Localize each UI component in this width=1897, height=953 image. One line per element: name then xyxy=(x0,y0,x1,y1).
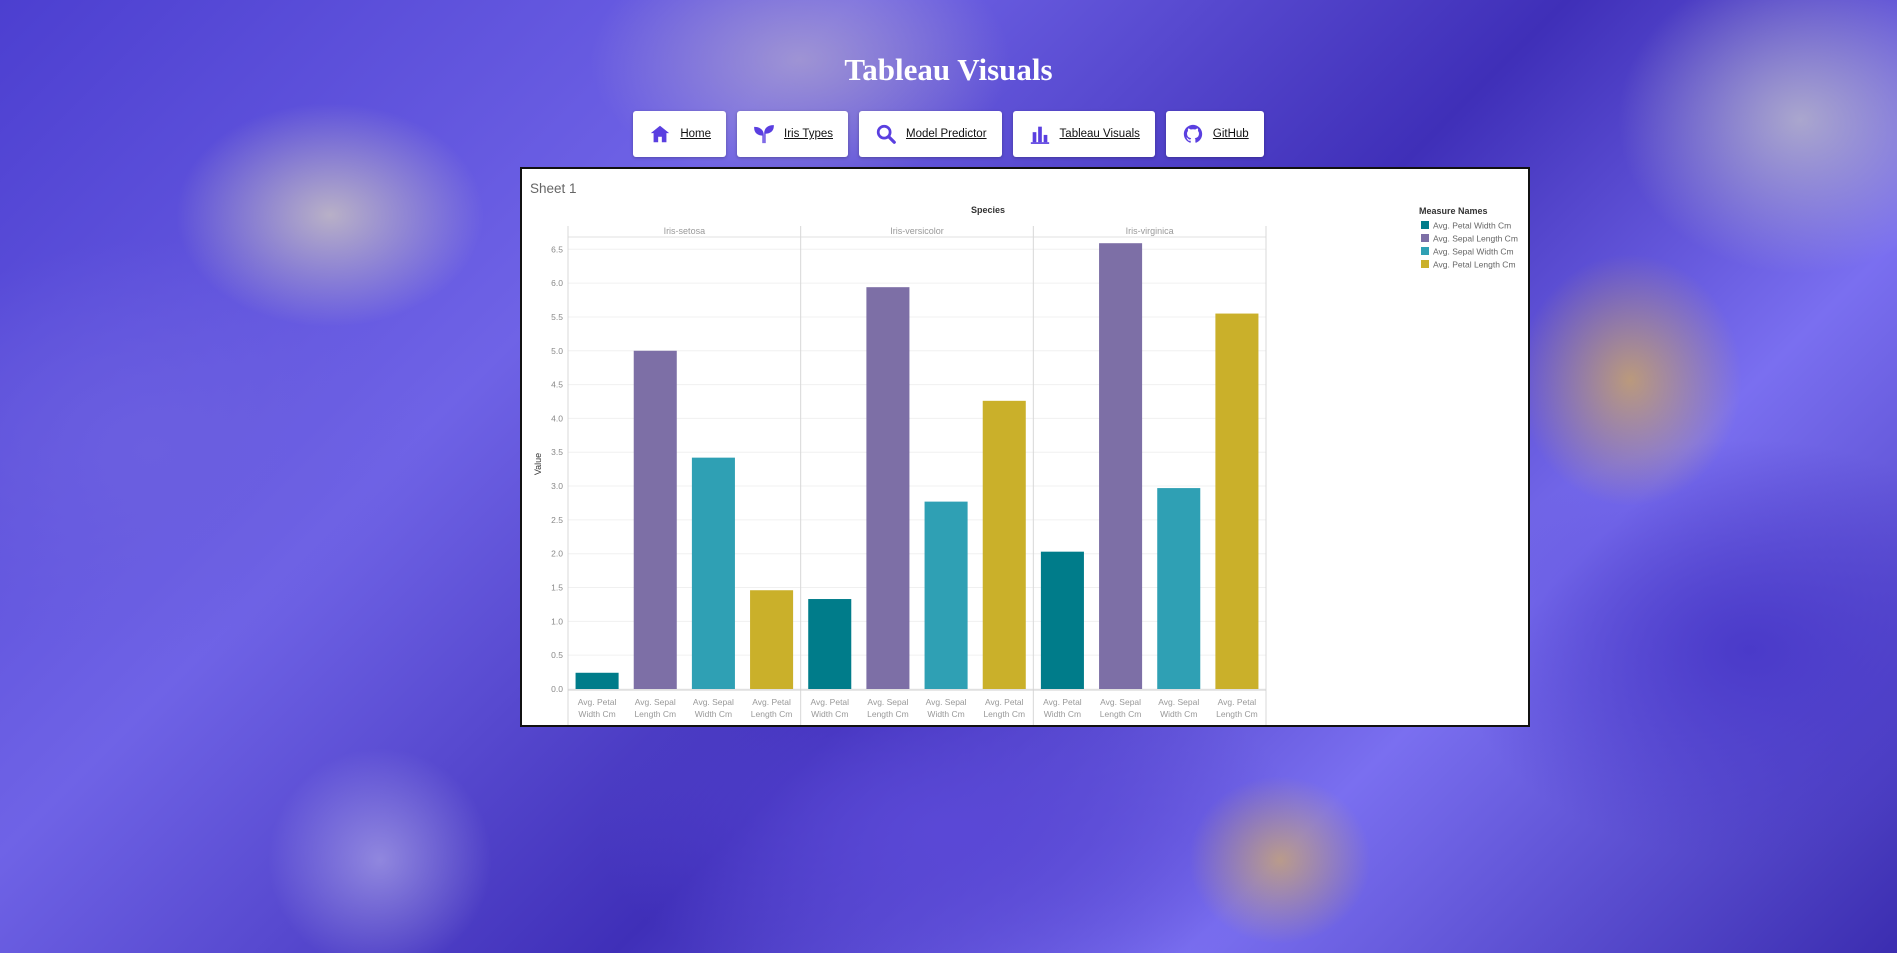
nav-tableau-visuals-label: Tableau Visuals xyxy=(1060,128,1140,140)
search-icon xyxy=(875,123,897,145)
y-tick-label: 2.5 xyxy=(551,515,563,525)
x-tick-label-line2: Width Cm xyxy=(1160,709,1197,719)
legend-swatch xyxy=(1421,234,1429,242)
legend-title: Measure Names xyxy=(1419,206,1488,216)
nav-bar: Home Iris Types Model Predictor Tableau … xyxy=(0,111,1897,157)
legend-entry[interactable]: Avg. Petal Length Cm xyxy=(1433,260,1516,270)
x-tick-label-line2: Length Cm xyxy=(867,709,909,719)
bar-iris-versicolor-sw[interactable] xyxy=(925,502,968,689)
x-tick-label-line1: Avg. Petal xyxy=(1043,697,1082,707)
bar-iris-versicolor-pw[interactable] xyxy=(808,599,851,689)
bar-iris-setosa-pl[interactable] xyxy=(750,590,793,689)
nav-tableau-visuals-button[interactable]: Tableau Visuals xyxy=(1013,111,1155,157)
legend-swatch xyxy=(1421,247,1429,255)
bar-chart[interactable]: Sheet 1 Species Value Measure Names Avg.… xyxy=(522,169,1528,725)
nav-home-label: Home xyxy=(680,128,711,140)
y-tick-label: 4.0 xyxy=(551,413,563,423)
x-tick-label-line2: Length Cm xyxy=(1100,709,1142,719)
x-tick-label-line2: Length Cm xyxy=(634,709,676,719)
x-tick-label-line2: Width Cm xyxy=(1044,709,1081,719)
y-tick-label: 5.5 xyxy=(551,312,563,322)
nav-model-predictor-button[interactable]: Model Predictor xyxy=(859,111,1002,157)
x-tick-label-line1: Avg. Sepal xyxy=(1158,697,1199,707)
x-tick-label-line2: Width Cm xyxy=(578,709,615,719)
y-tick-label: 0.5 xyxy=(551,650,563,660)
x-tick-label-line2: Length Cm xyxy=(751,709,793,719)
nav-iris-types-button[interactable]: Iris Types xyxy=(737,111,848,157)
x-tick-label-line1: Avg. Sepal xyxy=(926,697,967,707)
y-tick-label: 0.0 xyxy=(551,684,563,694)
bar-iris-setosa-sw[interactable] xyxy=(692,458,735,689)
bar-iris-setosa-pw[interactable] xyxy=(576,673,619,689)
legend-entry[interactable]: Avg. Petal Width Cm xyxy=(1433,221,1511,231)
legend-entry[interactable]: Avg. Sepal Width Cm xyxy=(1433,247,1514,257)
legend: Measure Names Avg. Petal Width Cm Avg. Se… xyxy=(1419,206,1518,270)
legend-entry[interactable]: Avg. Sepal Length Cm xyxy=(1433,234,1518,244)
nav-home-button[interactable]: Home xyxy=(633,111,726,157)
legend-swatch xyxy=(1421,221,1429,229)
bar-chart-icon xyxy=(1029,123,1051,145)
column-header-species: Species xyxy=(971,205,1005,215)
y-tick-label: 6.5 xyxy=(551,244,563,254)
x-tick-label-line1: Avg. Sepal xyxy=(693,697,734,707)
home-icon xyxy=(649,123,671,145)
x-tick-label-line2: Length Cm xyxy=(1216,709,1258,719)
bar-iris-versicolor-pl[interactable] xyxy=(983,401,1026,689)
y-tick-label: 1.0 xyxy=(551,616,563,626)
x-tick-label-line1: Avg. Petal xyxy=(1218,697,1257,707)
legend-swatch xyxy=(1421,260,1429,268)
bar-iris-virginica-sw[interactable] xyxy=(1157,488,1200,689)
page-title: Tableau Visuals xyxy=(0,52,1897,88)
x-tick-label-line1: Avg. Sepal xyxy=(867,697,908,707)
x-tick-label-line1: Avg. Petal xyxy=(810,697,849,707)
x-tick-label-line1: Avg. Sepal xyxy=(635,697,676,707)
nav-model-predictor-label: Model Predictor xyxy=(906,128,987,140)
species-header-iris-versicolor: Iris-versicolor xyxy=(890,226,944,236)
x-tick-label-line1: Avg. Petal xyxy=(752,697,791,707)
y-tick-label: 6.0 xyxy=(551,278,563,288)
nav-github-label: GitHub xyxy=(1213,128,1249,140)
x-tick-label-line1: Avg. Petal xyxy=(578,697,617,707)
sprout-icon xyxy=(753,123,775,145)
species-header-iris-setosa: Iris-setosa xyxy=(664,226,706,236)
y-tick-label: 2.0 xyxy=(551,549,563,559)
x-tick-label-line2: Width Cm xyxy=(695,709,732,719)
y-tick-label: 1.5 xyxy=(551,583,563,593)
y-axis-label: Value xyxy=(533,453,543,475)
nav-github-button[interactable]: GitHub xyxy=(1166,111,1264,157)
bar-iris-virginica-pl[interactable] xyxy=(1215,314,1258,689)
x-tick-label-line2: Width Cm xyxy=(811,709,848,719)
bar-iris-setosa-sl[interactable] xyxy=(634,351,677,689)
x-tick-label-line1: Avg. Petal xyxy=(985,697,1024,707)
nav-iris-types-label: Iris Types xyxy=(784,128,833,140)
y-tick-label: 3.5 xyxy=(551,447,563,457)
bar-iris-virginica-sl[interactable] xyxy=(1099,243,1142,689)
bar-iris-versicolor-sl[interactable] xyxy=(866,287,909,689)
x-tick-label-line2: Length Cm xyxy=(983,709,1025,719)
bar-iris-virginica-pw[interactable] xyxy=(1041,552,1084,689)
x-tick-label-line1: Avg. Sepal xyxy=(1100,697,1141,707)
x-tick-label-line2: Width Cm xyxy=(927,709,964,719)
tableau-embed[interactable]: Sheet 1 Species Value Measure Names Avg.… xyxy=(520,167,1530,727)
github-icon xyxy=(1182,123,1204,145)
y-tick-label: 5.0 xyxy=(551,346,563,356)
species-header-iris-virginica: Iris-virginica xyxy=(1126,226,1174,236)
y-tick-label: 4.5 xyxy=(551,380,563,390)
sheet-title: Sheet 1 xyxy=(530,181,577,196)
y-tick-label: 3.0 xyxy=(551,481,563,491)
